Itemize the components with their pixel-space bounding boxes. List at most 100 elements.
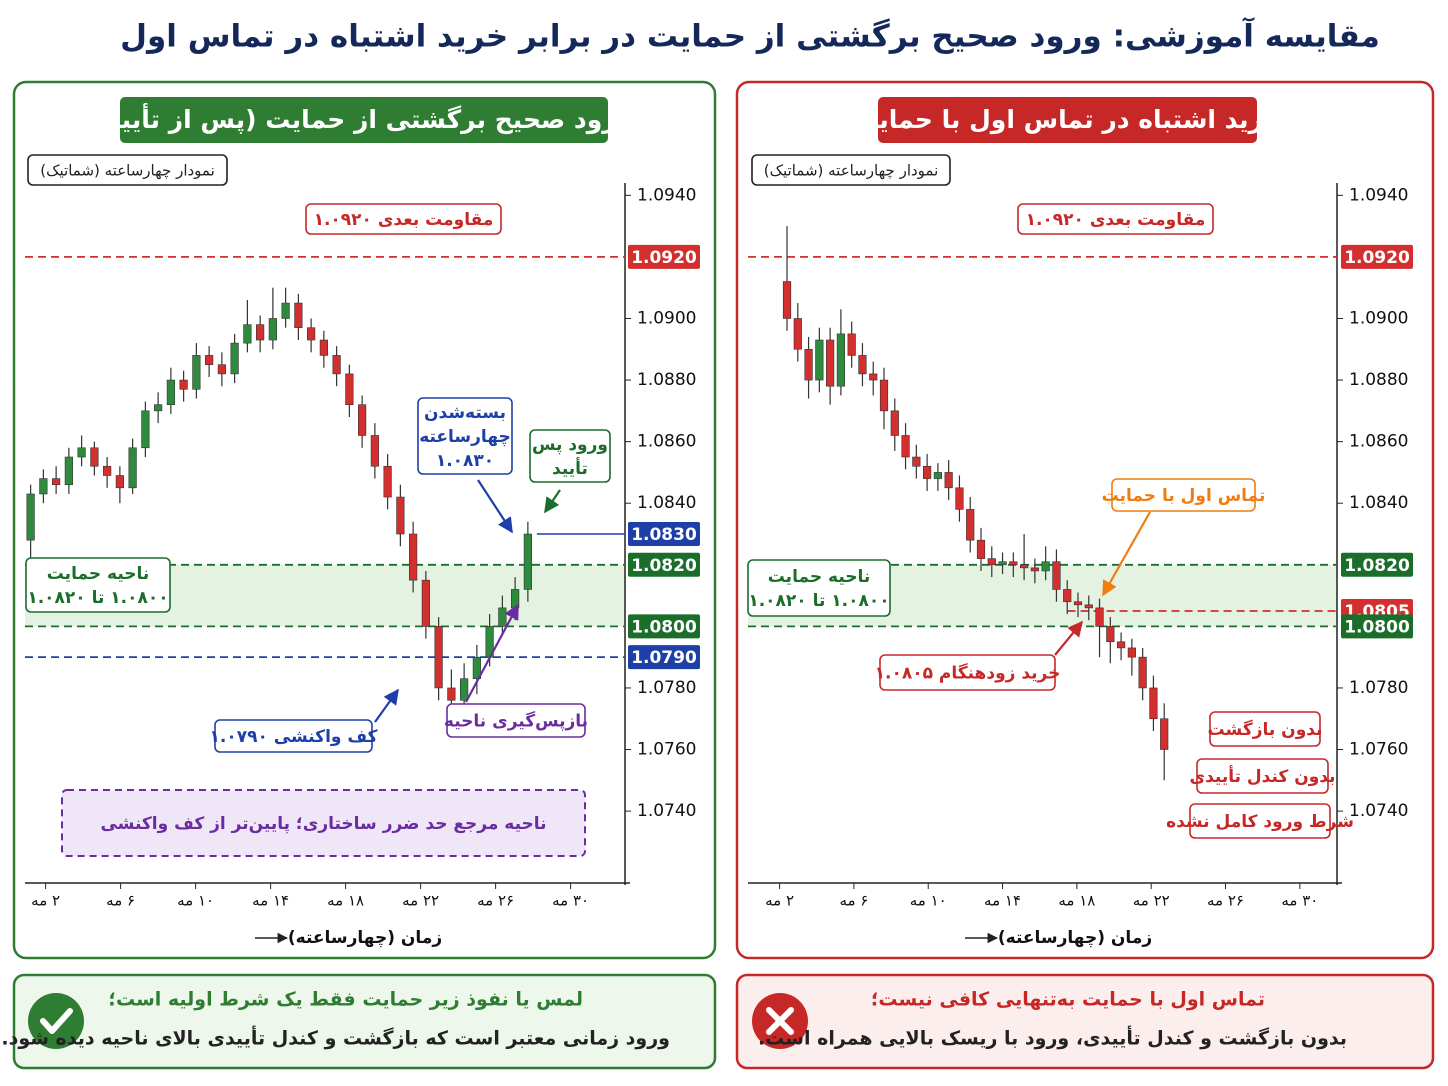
candle-body [128,447,137,489]
candle-body [434,626,443,689]
y-tick-label: 1.0880 [1349,370,1408,390]
candle-body [998,561,1007,566]
annotation-text: مقاومت بعدی ۱.۰۹۲۰ [314,210,494,230]
candle-body [64,456,73,486]
candle-body [332,355,341,375]
callout-arrow [544,489,561,514]
candle-body [370,435,379,467]
candle-body [1073,601,1083,606]
candle-body [141,410,150,449]
candle-body [987,558,996,566]
candle-body [383,465,392,498]
candle-body [52,478,61,486]
footer-text: تماس اول با حمایت به‌تنهایی کافی نیست؛ [871,989,1265,1011]
annotation-box [751,154,951,186]
level-tag [1341,552,1413,577]
level-label: 1.0800 [631,617,697,637]
annotation-text: بدون بازگشت [1208,719,1323,740]
candle-body [243,324,252,344]
footer-text: بدون بازگشت و کندل تأییدی، ورود با ریسک … [758,1026,1347,1050]
annotation-text: ناحیه مرجع حد ضرر ساختاری؛ پایین‌تر از ک… [100,814,546,834]
candle-body [1160,718,1169,750]
y-tick-label: 1.0780 [637,678,696,698]
level-tag [628,645,700,670]
callout-arrow [1054,620,1083,656]
annotation-box [1209,711,1321,747]
candle-body [256,324,265,341]
y-tick-label: 1.0740 [1349,801,1408,821]
callout-arrow [374,688,399,723]
annotation-text: تأیید [552,457,588,479]
footer-text: ورود زمانی معتبر است که بازگشت و کندل تأ… [1,1026,670,1050]
candle-body [1041,561,1050,572]
candle-body [498,607,507,627]
candle-body [421,579,430,627]
x-tick-label: ۱۰ مه [910,892,947,910]
candle-body [1116,641,1126,649]
candle-body [1127,647,1136,658]
level-tag [1341,614,1413,639]
x-tick-label: ۳۰ مه [1281,892,1318,910]
candle-body [1084,604,1093,609]
candle-body [345,373,354,405]
candle-body [944,472,953,489]
y-tick-label: 1.0840 [637,493,696,513]
panel-banner [878,97,1257,143]
candle-body [1138,656,1147,689]
level-tag [628,552,700,577]
level-label: 1.0830 [631,525,697,545]
x-tick-label: ۲۶ مه [477,892,514,910]
level-label: 1.0820 [1344,556,1410,576]
candle-body [230,342,239,375]
footer-text: لمس یا نفوذ زیر حمایت فقط یک شرط اولیه ا… [108,989,583,1011]
candle-body [319,339,328,356]
x-tick-label: ۳۰ مه [552,892,589,910]
x-tick-label: ۱۸ مه [327,892,364,910]
panel-title: خرید اشتباه در تماس اول با حمایت [853,105,1282,135]
panel-title: ورود صحیح برگشتی از حمایت (پس از تأیید) [96,103,632,135]
candle-body [281,302,290,319]
annotation-box [27,154,228,186]
annotation-text: خرید زودهنگام ۱.۰۸۰۵ [875,663,1061,684]
candle-body [976,539,986,559]
y-tick-label: 1.0840 [1349,493,1408,513]
candle-body [460,678,469,701]
candle-body [858,355,867,375]
candle-body [217,364,226,375]
callout-arrow [477,479,513,534]
x-tick-label: ۲ مه [765,892,794,910]
annotation-text: ناحیه حمایت [47,564,150,584]
candle-body [179,379,188,390]
candle-body [869,373,878,381]
annotation-text: نمودار چهارساعته (شماتیک) [40,162,215,180]
candle-body [912,456,921,467]
annotation-text: ناحیه حمایت [768,567,871,587]
candle-body [1149,687,1158,720]
callout-arrow [1102,511,1151,597]
y-tick-label: 1.0760 [1349,740,1408,760]
candle-body [77,447,86,458]
annotation-text: بدون کندل تأییدی [1189,765,1335,787]
annotation-box [1196,758,1329,794]
candle-body [307,327,316,341]
candle-body [923,465,932,479]
y-tick-label: 1.0900 [637,308,696,328]
candle-body [1095,607,1104,627]
annotation-text: بسته‌شدن [424,403,506,423]
y-tick-label: 1.0900 [1349,308,1408,328]
candle-body [793,318,802,350]
candle-body [396,496,405,535]
level-label: 1.0790 [631,648,697,668]
y-tick-label: 1.0780 [1349,678,1408,698]
annotation-box [446,703,586,738]
annotation-text: ۱.۰۸۳۰ [436,451,494,471]
level-tag [628,522,700,546]
annotation-box [417,397,513,475]
candle-body [955,487,964,510]
candle-body [1009,561,1018,566]
candle-body [154,404,163,412]
candle-body [472,656,481,680]
footer-box [12,973,717,1070]
annotation-text: چهارساعته [419,427,511,447]
